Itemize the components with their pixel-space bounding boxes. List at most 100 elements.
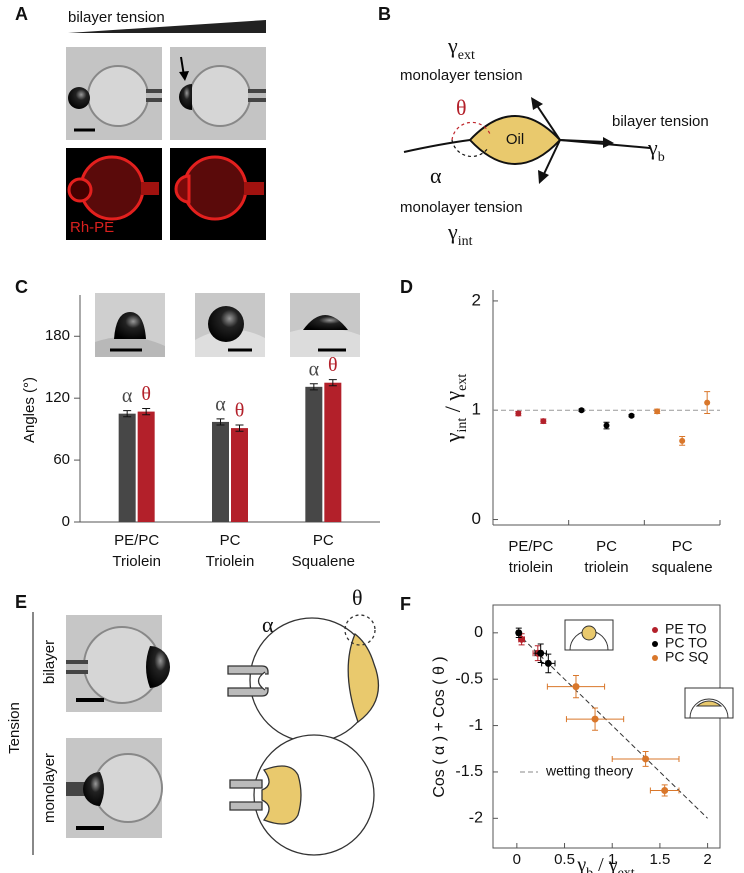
y-tick-label: 1 — [472, 400, 481, 419]
bar — [137, 411, 155, 522]
y-tick-label: -1.5 — [455, 763, 483, 780]
error-bar — [235, 424, 244, 432]
y-tick-label: -0.5 — [455, 670, 483, 687]
y-tick-label: 0 — [474, 624, 483, 641]
point — [603, 422, 610, 429]
error-bar — [142, 408, 151, 416]
math-part: int — [455, 418, 470, 433]
tension-label: monolayer tension — [400, 67, 523, 84]
point — [515, 410, 522, 417]
x-tick-label: 1 — [608, 851, 616, 868]
x-tick-label: PE/PC triolein — [508, 538, 553, 576]
y-axis-label: Angles (°) — [21, 377, 38, 443]
y-tick-label: -2 — [469, 810, 483, 827]
micrograph — [66, 738, 163, 838]
point — [679, 437, 686, 444]
angle-label: θ — [352, 585, 363, 610]
stain-label: Rh-PE — [70, 219, 114, 236]
oil-label: Oil — [506, 131, 524, 148]
panel-label: E — [15, 592, 27, 612]
inset-sketch — [581, 625, 597, 641]
x-tick-label: 0 — [513, 851, 521, 868]
data-label: α — [309, 358, 320, 380]
math-part: ext — [455, 374, 470, 391]
legend-marker — [652, 641, 658, 647]
x-axis-label: γb / γext — [576, 854, 634, 873]
inset-image — [95, 293, 165, 357]
point — [661, 786, 669, 794]
plot-frame — [492, 604, 721, 849]
micrograph — [170, 47, 266, 140]
y-tick-label: -1 — [469, 717, 483, 734]
x-tick-label: PC Squalene — [292, 532, 355, 570]
data-label: θ — [235, 400, 245, 422]
x-tick-label: 0.5 — [554, 851, 575, 868]
legend-marker — [652, 655, 658, 661]
tension-wedge — [68, 20, 266, 33]
row-label: bilayer — [41, 640, 58, 684]
data-label: α — [215, 393, 226, 415]
micrograph — [66, 615, 170, 712]
error-bar — [216, 418, 225, 426]
y-tick-label: 60 — [53, 451, 70, 468]
fluorescence-image — [170, 148, 266, 240]
data-label: θ — [328, 354, 338, 376]
panel-label: B — [378, 4, 391, 24]
y-axis-label: γint / γext — [440, 374, 470, 444]
math-part: b — [586, 866, 593, 873]
y-tick-label: 2 — [472, 290, 481, 309]
data-label: θ — [141, 383, 151, 405]
error-bar — [328, 379, 337, 387]
point — [578, 407, 585, 414]
bar — [118, 413, 136, 522]
point — [628, 412, 635, 419]
fluorescence-image — [66, 148, 162, 240]
point — [544, 659, 552, 667]
math-part: b — [658, 150, 665, 165]
inset-image — [290, 293, 360, 357]
panel-label: D — [400, 277, 413, 297]
angle-label: θ — [456, 95, 467, 120]
point — [591, 715, 599, 723]
point — [654, 408, 661, 415]
legend-label: wetting theory — [545, 763, 633, 779]
x-tick-label: PC Triolein — [206, 532, 255, 570]
y-tick-label: 0 — [62, 513, 70, 530]
math-part: γ — [440, 432, 465, 443]
panel-label: F — [400, 594, 411, 614]
inset-sketch — [695, 700, 723, 707]
error-bar — [123, 410, 132, 418]
tension-label: bilayer tension — [612, 113, 709, 130]
point — [704, 399, 711, 406]
point — [642, 755, 650, 763]
panel-label: A — [15, 4, 28, 24]
bar — [231, 428, 248, 522]
y-tick-label: 120 — [45, 389, 70, 406]
math-part: γ — [447, 33, 458, 58]
bar — [212, 421, 229, 522]
legend-label: PC TO — [665, 635, 707, 651]
point — [515, 629, 523, 637]
data-label: α — [122, 385, 133, 407]
micrograph — [66, 47, 162, 140]
x-tick-label: 1.5 — [649, 851, 670, 868]
math-part: / γ — [440, 391, 465, 418]
error-bar — [309, 383, 318, 391]
legend-marker — [652, 627, 658, 633]
angle-label: α — [262, 612, 274, 637]
math-part: ext — [618, 866, 635, 873]
x-tick-label: PC triolein — [584, 538, 628, 576]
legend-label: PC SQ — [665, 649, 709, 665]
math-part: ext — [458, 48, 475, 63]
y-tick-label: 0 — [472, 509, 481, 528]
symbol: γext — [447, 33, 475, 63]
point — [540, 418, 547, 425]
x-tick-label: 2 — [703, 851, 711, 868]
tension-label: monolayer tension — [400, 199, 523, 216]
math-part: / γ — [593, 854, 618, 873]
math-part: γ — [447, 219, 458, 244]
panel-label: C — [15, 277, 28, 297]
y-axis-label: Cos ( α ) + Cos ( θ ) — [431, 656, 448, 797]
bar — [324, 382, 342, 522]
